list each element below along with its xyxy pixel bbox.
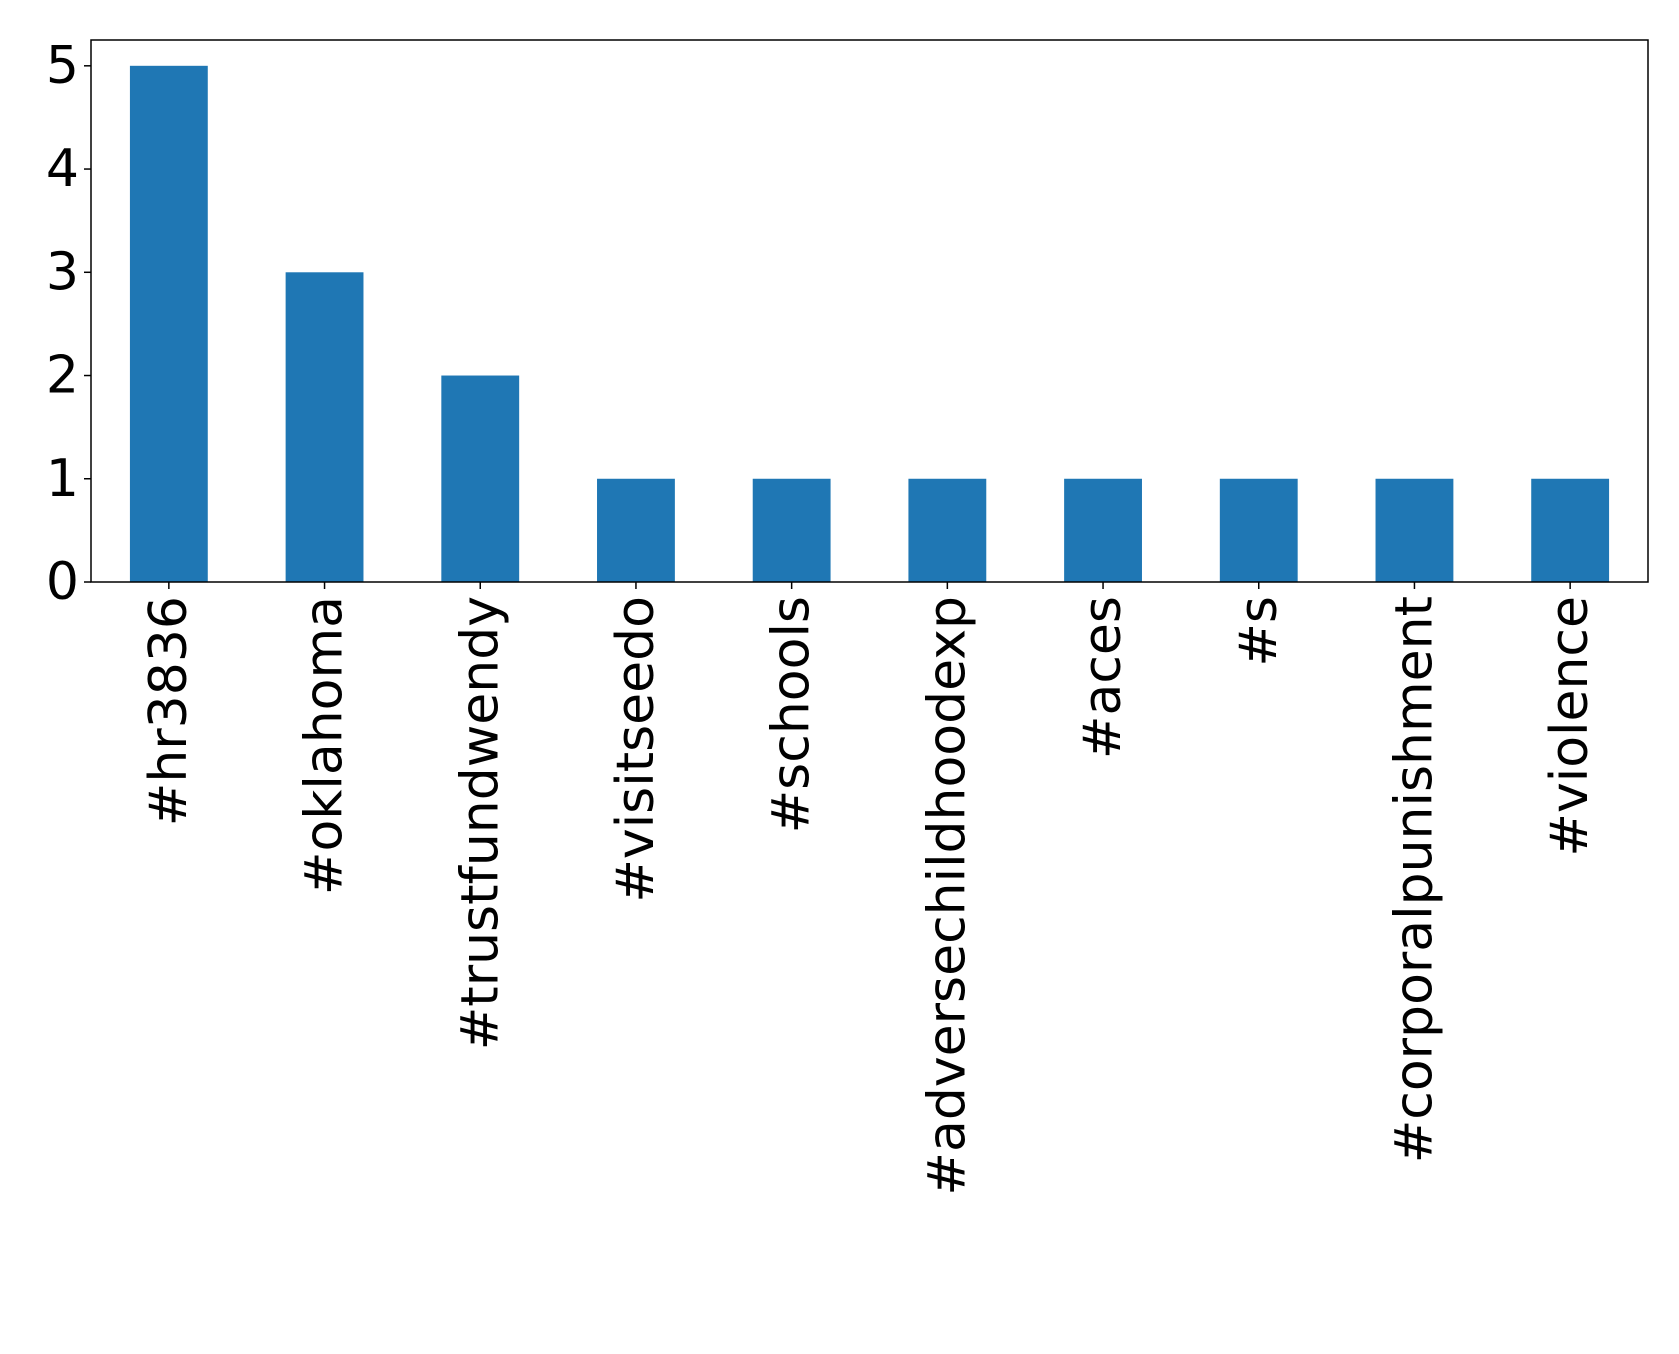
y-tick-label: 0 [46,552,79,612]
y-tick-label: 4 [46,139,79,199]
bar-hr3836 [129,65,208,583]
x-tick-label: #hr3836 [139,596,199,826]
x-tick-label: #corporalpunishment [1384,596,1444,1163]
x-tick-label: #adversechildhoodexp [917,596,977,1196]
bar-aces [1064,478,1142,582]
y-tick-label: 1 [46,449,79,509]
y-tick-label: 3 [46,242,79,302]
bar-oklahoma [285,272,364,582]
x-tick-label: #schools [762,596,822,833]
x-tick-label: #aces [1073,596,1133,759]
x-tick-label: #violence [1540,596,1600,857]
y-axis: 0 1 2 3 4 5 [46,36,91,612]
bar-adversechildhoodexp [908,478,987,582]
x-tick-label: #trustfundwendy [450,596,510,1050]
bar-corporalpunishment [1375,478,1454,582]
bar-trustfundwendy [441,375,520,582]
bar-schools [752,478,831,582]
bar-s [1219,478,1298,582]
x-tick-label: #oklahoma [295,596,355,895]
x-axis: #hr3836 #oklahoma #trustfundwendy #visitsee… [139,582,1600,1196]
plot-frame [90,39,1649,583]
bar-visitseedo [597,478,675,582]
bar-violence [1531,478,1610,582]
y-tick-label: 2 [46,346,79,406]
x-tick-label: #s [1229,596,1289,667]
y-tick-label: 5 [46,36,79,96]
x-tick-label: #visitseedo [606,596,666,903]
bars-layer [129,65,1610,583]
